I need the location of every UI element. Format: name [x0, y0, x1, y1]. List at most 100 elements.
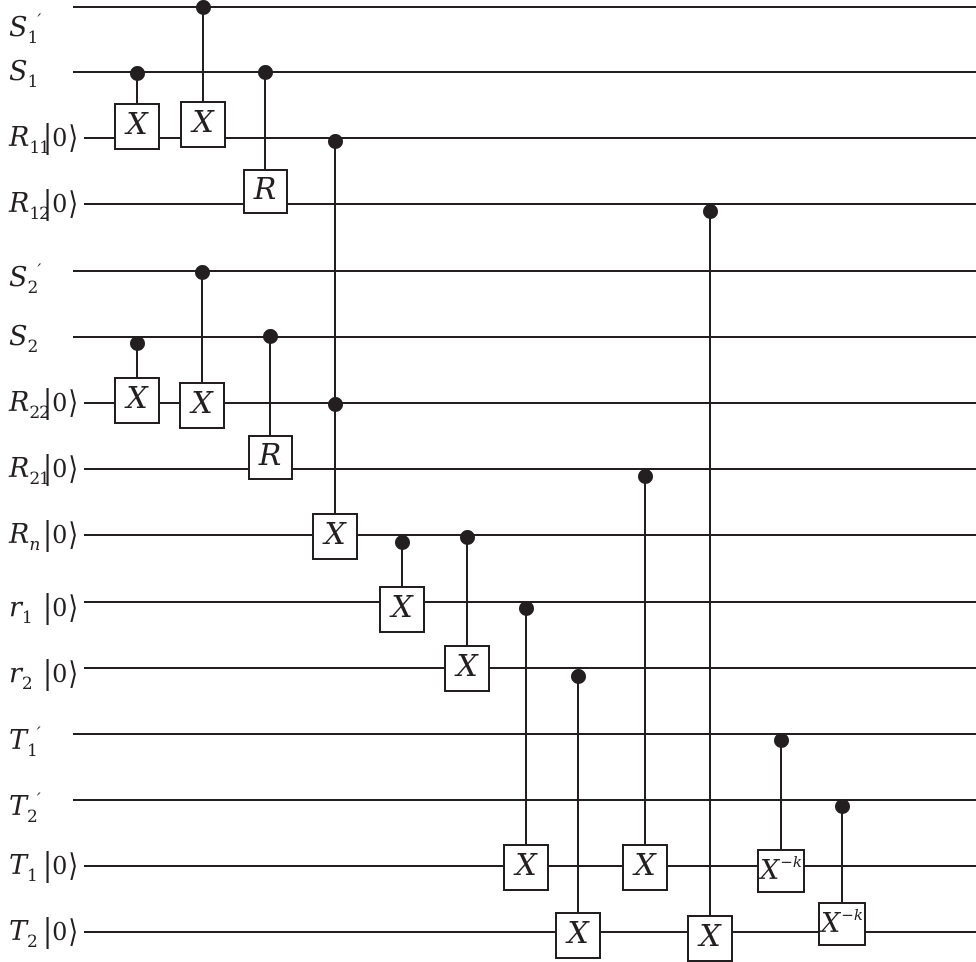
ket-zero: |0⟩: [43, 383, 78, 423]
ket-digit: 0: [52, 918, 68, 946]
wire-label-R22: R22 |0⟩: [9, 383, 99, 423]
wire-name-subscript: 1: [27, 741, 38, 761]
gate-box-X: X: [179, 381, 225, 429]
wire-name: S1′: [9, 1, 41, 58]
ket-digit: 0: [52, 124, 68, 152]
gate-label: X: [391, 590, 413, 625]
gate-box-X: X: [622, 843, 668, 891]
wire-name-base: R: [9, 122, 30, 153]
wire-label-S2: S2: [9, 317, 99, 357]
ket-bar: |: [43, 913, 53, 950]
control-dot: [834, 798, 850, 814]
wire-name-base: r: [9, 592, 22, 623]
prime-mark: ′: [36, 724, 41, 744]
wire-name-subscript: 11: [29, 138, 50, 158]
ket-angle-bracket: ⟩: [68, 384, 79, 421]
control-line-11: [644, 476, 646, 867]
wire-name: R21: [9, 449, 50, 499]
wire-name-base: T: [9, 725, 28, 756]
gate-label: X: [191, 386, 213, 421]
wire-line-r2: [84, 667, 976, 669]
ket-bar: |: [43, 516, 53, 553]
gate-box-R: R: [247, 434, 293, 480]
control-dot: [773, 732, 789, 748]
wire-name-subscript: 1: [21, 608, 33, 628]
control-dot: [637, 468, 653, 484]
gate-label: X: [567, 916, 589, 951]
wire-name-base: S: [9, 56, 28, 87]
gate-label: X: [456, 649, 478, 684]
ket-zero: |0⟩: [43, 588, 78, 628]
gate-label: X: [515, 848, 537, 883]
wire-line-T2-prime: [73, 799, 976, 801]
wire-label-S1: S1: [9, 52, 99, 92]
wire-line-R11: [84, 137, 976, 139]
gate-box-X: X: [114, 376, 160, 424]
wire-line-S2: [73, 336, 976, 338]
wire-name-base: R: [9, 453, 30, 484]
ket-bar: |: [43, 384, 53, 421]
gate-label: X: [192, 105, 214, 140]
wire-name-subscript: 22: [29, 403, 50, 423]
gate-box-X-exp: X −k: [818, 902, 866, 946]
ket-bar: |: [43, 119, 53, 156]
wire-label-R12: R12 |0⟩: [9, 184, 99, 224]
wire-label-T2: T2 |0⟩: [9, 912, 99, 952]
wire-name-subscript: 12: [29, 204, 50, 224]
ket-zero: |0⟩: [43, 118, 78, 158]
wire-label-T1: T1 |0⟩: [9, 846, 99, 886]
wire-name-subscript: 2: [27, 278, 39, 298]
ket-angle-bracket: ⟩: [68, 847, 79, 884]
wire-name-subscript: 2: [21, 674, 33, 694]
gate-box-X: X: [379, 585, 425, 633]
gate-label: X: [760, 854, 780, 886]
wire-name-subscript: 1: [27, 72, 39, 92]
wire-name: S2: [9, 317, 39, 367]
wire-line-R22: [84, 402, 976, 404]
ket-bar: |: [43, 450, 53, 487]
wire-name-subscript: 21: [29, 469, 50, 489]
gate-box-X: X: [114, 102, 160, 150]
ket-angle-bracket: ⟩: [68, 516, 79, 553]
control-dot: [195, 0, 211, 15]
gate-box-R: R: [242, 168, 288, 214]
gate-box-X: X: [180, 100, 226, 148]
wire-name: S2′: [9, 251, 41, 308]
ket-digit: 0: [52, 455, 68, 483]
control-line-4: [201, 272, 203, 405]
ket-zero: |0⟩: [43, 184, 78, 224]
ket-digit: 0: [52, 521, 68, 549]
control-line-8: [466, 537, 468, 668]
control-line-12: [709, 211, 711, 938]
wire-name: R22: [9, 383, 50, 433]
control-dot: [459, 529, 475, 545]
control-dot: [262, 328, 278, 344]
wire-name: T1′: [9, 714, 41, 771]
control-line-6: [334, 141, 336, 536]
ket-bar: |: [43, 589, 53, 626]
gate-box-X: X: [444, 644, 490, 692]
ket-zero: |0⟩: [43, 449, 78, 489]
wire-label-Rn: Rn |0⟩: [9, 515, 99, 555]
gate-box-X: X: [555, 911, 601, 959]
wire-name-base: S: [9, 12, 28, 43]
wire-name-subscript: n: [29, 535, 40, 555]
prime-mark: ′: [37, 11, 42, 31]
control-dot: [129, 335, 145, 351]
wire-label-R21: R21 |0⟩: [9, 449, 99, 489]
wire-line-T1-prime: [73, 733, 976, 735]
wire-name-subscript: 2: [27, 337, 39, 357]
wire-name: S1: [9, 52, 39, 102]
wire-line-Rn: [84, 534, 976, 536]
ket-digit: 0: [52, 660, 68, 688]
wire-line-S1: [73, 71, 976, 73]
control-line-2: [264, 72, 266, 191]
wire-name: T1: [9, 846, 38, 896]
ket-angle-bracket: ⟩: [68, 655, 79, 692]
gate-label: R: [253, 172, 277, 207]
wire-line-R12: [84, 203, 976, 205]
wire-label-r1: r1 |0⟩: [9, 588, 99, 628]
gate-label: X: [634, 848, 656, 883]
prime-mark: ′: [36, 790, 41, 810]
gate-box-X: X: [687, 914, 733, 962]
